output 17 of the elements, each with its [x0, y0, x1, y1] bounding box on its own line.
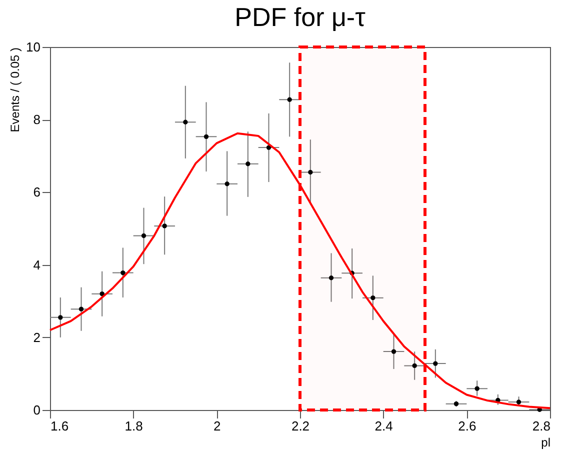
- y-tick-label: 2: [33, 330, 40, 345]
- x-tick-label: 2: [214, 418, 221, 434]
- x-tick-label: 2.8: [532, 418, 550, 434]
- y-tick-label: 4: [33, 257, 40, 272]
- y-axis-title: Events / ( 0.05 ): [8, 47, 22, 132]
- x-tick-label: 2.6: [458, 418, 476, 434]
- line-series: [49, 132, 551, 410]
- y-tick-label: 6: [33, 184, 40, 200]
- x-axis-title: pl: [541, 436, 550, 450]
- x-tick-label: 1.6: [50, 418, 69, 434]
- y-tick-label: 10: [26, 40, 40, 54]
- x-tick-label: 2.4: [374, 418, 393, 434]
- y-tick-label: 8: [33, 112, 40, 128]
- x-tick-label: 2.2: [291, 418, 310, 434]
- chart-title: PDF for μ-τ: [234, 2, 366, 32]
- x-tick-label: 1.8: [124, 418, 143, 434]
- y-tick-label: 0: [33, 402, 40, 418]
